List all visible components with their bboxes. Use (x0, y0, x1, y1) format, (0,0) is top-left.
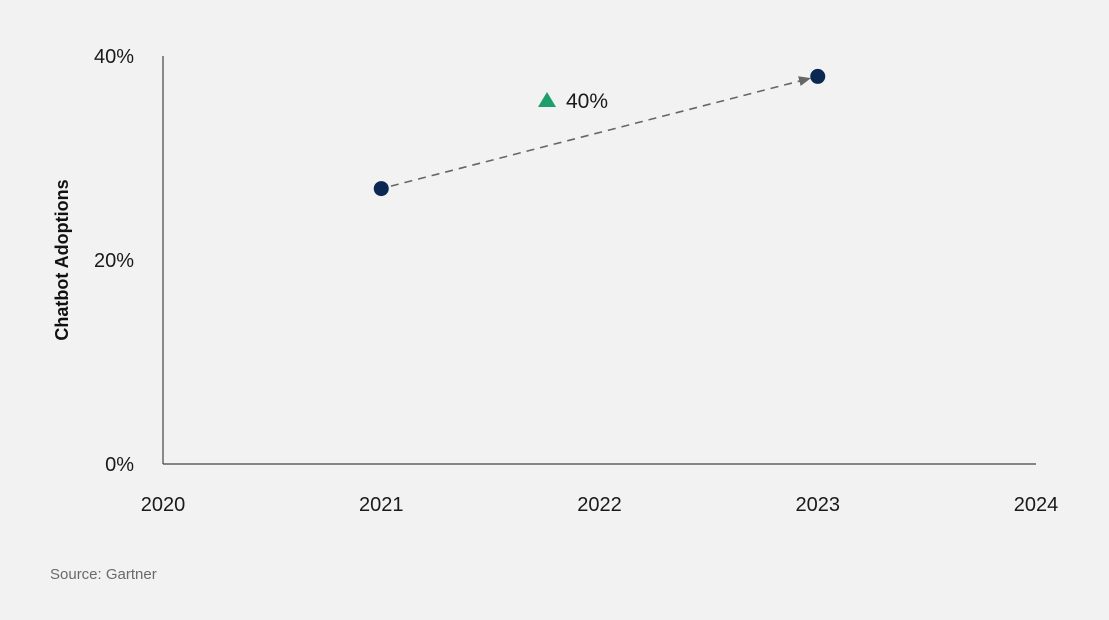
growth-annotation-text: 40% (566, 90, 608, 113)
y-tick-labels: 0% 20% 40% (94, 46, 134, 476)
growth-annotation: 40% (538, 90, 608, 113)
up-triangle-icon (538, 92, 556, 107)
x-tick-label: 2024 (1014, 494, 1059, 516)
trend-arrow (390, 76, 811, 187)
y-axis-label: Chatbot Adoptions (52, 179, 72, 340)
data-points (373, 68, 826, 197)
y-tick-label: 0% (105, 454, 134, 476)
x-tick-label: 2020 (141, 494, 186, 516)
x-tick-label: 2022 (577, 494, 622, 516)
data-point (373, 181, 389, 197)
y-tick-label: 40% (94, 46, 134, 68)
data-point (810, 68, 826, 84)
y-tick-label: 20% (94, 250, 134, 272)
x-tick-labels: 2020 2021 2022 2023 2024 (141, 494, 1059, 516)
x-tick-label: 2023 (796, 494, 841, 516)
x-tick-label: 2021 (359, 494, 404, 516)
source-note: Source: Gartner (50, 566, 157, 583)
